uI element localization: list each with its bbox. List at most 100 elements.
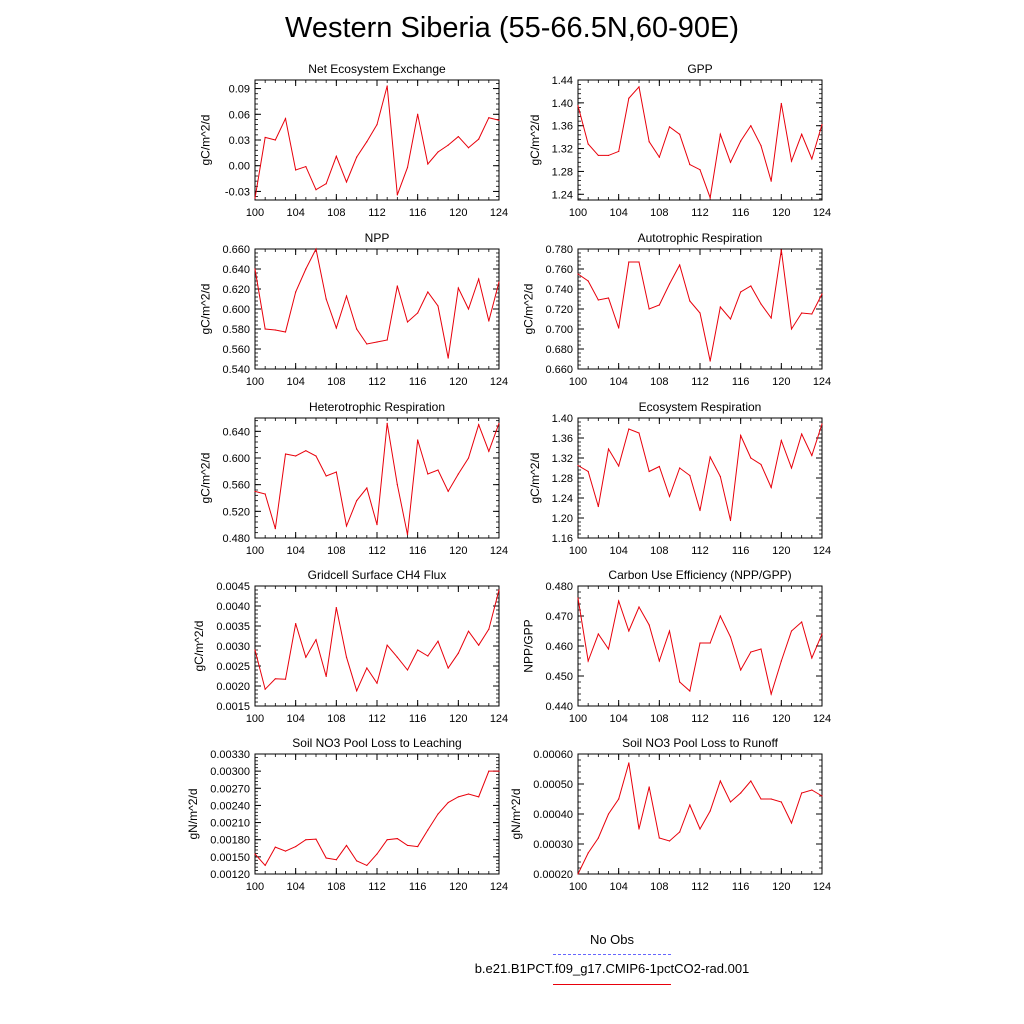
plot-frame (254, 79, 500, 201)
x-tick-label: 116 (409, 376, 427, 388)
data-point (709, 456, 711, 458)
data-point (457, 473, 459, 475)
data-point (770, 180, 772, 182)
data-point (356, 328, 358, 330)
data-point (274, 139, 276, 141)
data-point (427, 655, 429, 657)
y-tick-label: 0.480 (545, 581, 573, 593)
y-tick-label: 0.06 (229, 109, 250, 121)
data-point (801, 621, 803, 623)
x-tick-label: 108 (650, 713, 668, 725)
data-point (417, 113, 419, 115)
y-tick-label: 1.32 (552, 453, 573, 465)
data-point (821, 633, 823, 635)
data-point (417, 845, 419, 848)
data-point (618, 327, 620, 329)
data-point (295, 623, 297, 625)
panel-1: 100 104 108 112 116 120 124 -0.03 0.00 0.03 0.06 0.… (199, 62, 509, 219)
data-point (447, 667, 449, 669)
y-tick-label: 1.24 (552, 189, 573, 201)
x-tick-label: 104 (609, 207, 627, 219)
panel-10: 100 104 108 112 116 120 124 0.00020 0.00030 0.000… (509, 736, 831, 893)
data-point (628, 762, 630, 764)
data-point (699, 169, 701, 171)
data-point (780, 660, 782, 662)
y-tick-label: 1.40 (552, 98, 573, 110)
data-point (335, 155, 337, 157)
data-point (254, 197, 256, 199)
x-tick-label: 104 (609, 881, 627, 893)
series-line (577, 762, 823, 875)
y-tick-label: 0.0030 (216, 641, 250, 653)
data-point (406, 534, 409, 536)
data-point (740, 291, 742, 293)
data-point (386, 85, 388, 87)
data-point (488, 628, 490, 630)
x-tick-label: 100 (246, 376, 264, 388)
data-point (729, 636, 732, 638)
data-point (740, 434, 742, 437)
data-point (638, 432, 640, 434)
data-point (488, 117, 490, 119)
data-point (366, 667, 368, 669)
data-point (709, 810, 711, 812)
y-tick-label: 0.450 (545, 671, 573, 683)
data-point (335, 859, 337, 861)
data-point (607, 297, 610, 299)
data-point (457, 287, 459, 289)
data-point (638, 86, 640, 88)
data-point (760, 463, 762, 466)
data-point (699, 312, 701, 314)
y-tick-label: -0.03 (225, 186, 250, 198)
x-tick-label: 120 (449, 713, 467, 725)
data-point (376, 682, 378, 684)
data-point (577, 464, 579, 467)
x-tick-label: 124 (490, 713, 508, 725)
data-point (345, 844, 348, 847)
data-point (305, 268, 307, 270)
data-point (587, 852, 589, 854)
data-point (740, 140, 742, 142)
data-point (335, 327, 337, 329)
legend-model-line (553, 984, 671, 985)
x-tick-label: 120 (772, 881, 790, 893)
data-point (315, 838, 317, 840)
data-point (760, 303, 762, 305)
data-point (315, 455, 317, 457)
data-point (325, 183, 327, 185)
y-tick-label: 1.28 (552, 166, 573, 178)
data-point (274, 528, 276, 530)
data-point (254, 649, 256, 651)
data-point (790, 467, 793, 469)
x-tick-label: 108 (327, 713, 345, 725)
y-tick-label: 0.00300 (210, 766, 250, 778)
data-point (607, 813, 610, 815)
x-tick-label: 100 (569, 545, 587, 557)
data-point (376, 341, 378, 343)
y-axis-label: gC/m^2/d (528, 115, 542, 166)
data-point (264, 493, 266, 495)
data-point (345, 525, 348, 527)
x-tick-label: 124 (490, 881, 508, 893)
data-point (668, 283, 671, 285)
data-point (274, 678, 276, 680)
plot-frame (577, 248, 823, 370)
y-tick-label: 0.640 (222, 264, 250, 276)
data-point (618, 798, 620, 800)
data-point (284, 678, 287, 680)
series-line (254, 770, 499, 867)
data-point (467, 147, 470, 149)
data-point (467, 630, 470, 632)
data-point (699, 642, 701, 644)
panel-title: Heterotrophic Respiration (309, 400, 445, 414)
plot-frame (577, 753, 823, 875)
y-tick-label: 0.780 (545, 244, 573, 256)
data-point (437, 640, 439, 642)
y-tick-label: 1.32 (552, 144, 573, 156)
data-point (254, 268, 256, 270)
data-point (437, 469, 439, 471)
data-point (488, 450, 490, 452)
y-tick-label: 0.03 (229, 135, 250, 147)
x-tick-label: 120 (772, 376, 790, 388)
y-tick-label: 0.00270 (210, 783, 250, 795)
